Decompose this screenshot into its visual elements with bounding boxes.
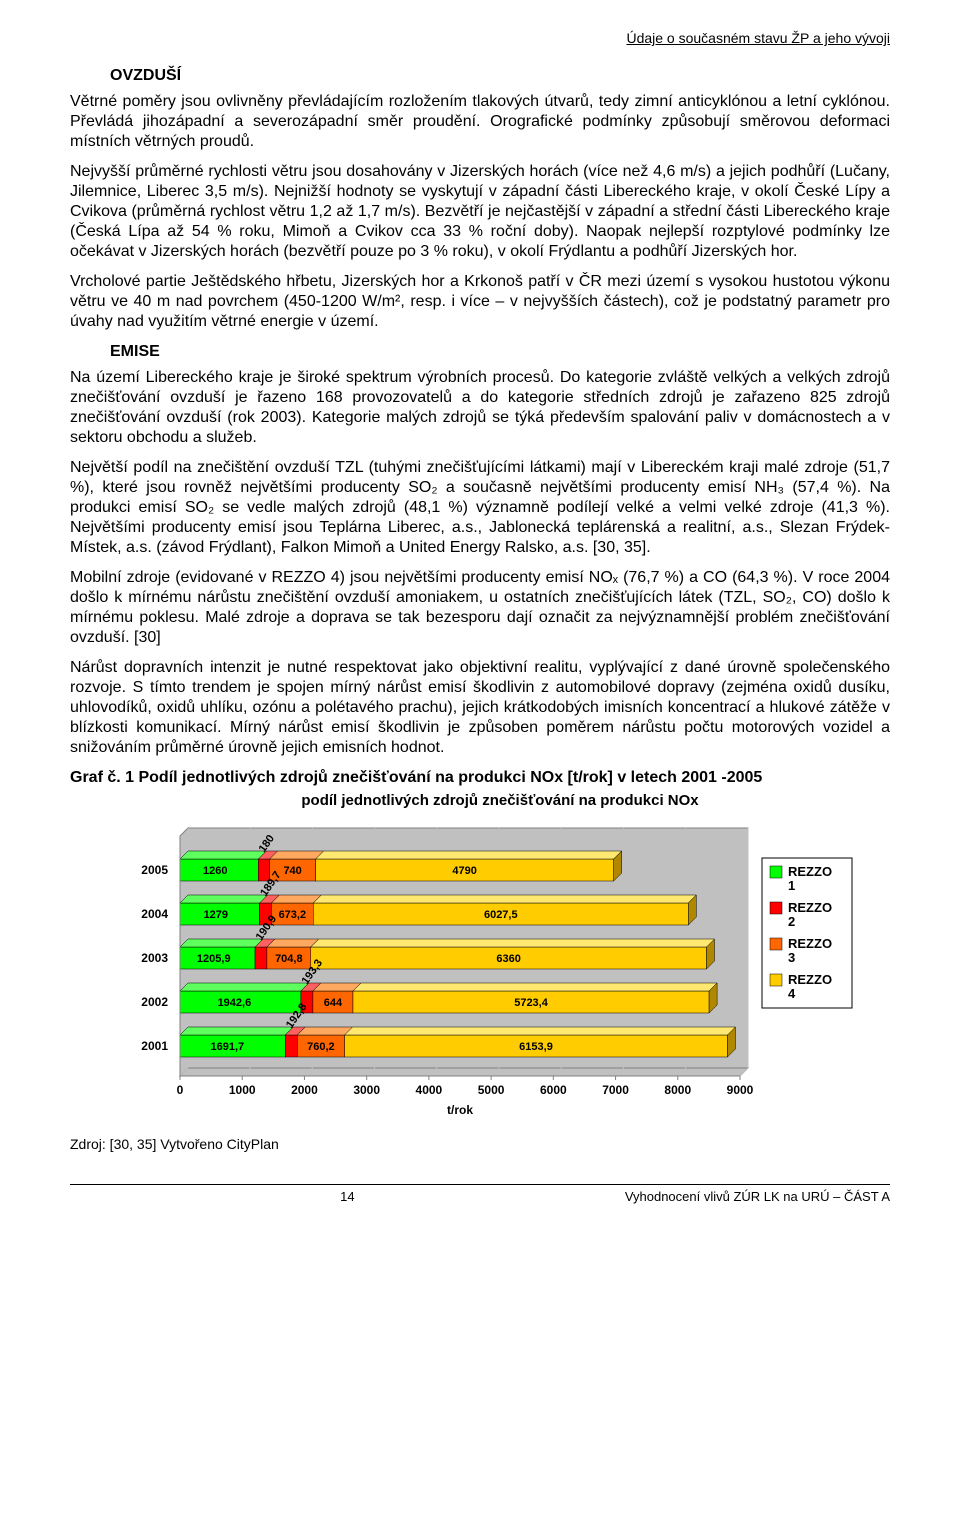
paragraph: Mobilní zdroje (evidované v REZZO 4) jso… xyxy=(70,568,890,648)
section-title-ovzdusi: OVZDUŠÍ xyxy=(110,66,890,86)
svg-text:5723,4: 5723,4 xyxy=(514,997,549,1009)
page-number: 14 xyxy=(340,1189,354,1205)
svg-text:2003: 2003 xyxy=(141,951,168,965)
svg-text:704,8: 704,8 xyxy=(275,953,303,965)
svg-text:2004: 2004 xyxy=(141,907,168,921)
paragraph: Vrcholové partie Ještědského hřbetu, Jiz… xyxy=(70,272,890,332)
svg-text:673,2: 673,2 xyxy=(279,909,307,921)
svg-text:2005: 2005 xyxy=(141,863,168,877)
svg-text:6000: 6000 xyxy=(540,1083,567,1097)
svg-text:3: 3 xyxy=(788,950,795,965)
svg-text:REZZO: REZZO xyxy=(788,972,832,987)
nox-bar-chart: 0 1000 2000 3000 4000 5000 6000 7000 8000 9000 t/r… xyxy=(110,816,870,1126)
svg-text:2001: 2001 xyxy=(141,1039,168,1053)
svg-text:5000: 5000 xyxy=(478,1083,505,1097)
svg-text:6153,9: 6153,9 xyxy=(519,1041,553,1053)
svg-text:1942,6: 1942,6 xyxy=(218,997,252,1009)
paragraph: Větrné poměry jsou ovlivněny převládajíc… xyxy=(70,92,890,152)
chart-container: podíl jednotlivých zdrojů znečišťování n… xyxy=(110,792,890,1127)
svg-text:2: 2 xyxy=(788,914,795,929)
chart-source: Zdroj: [30, 35] Vytvořeno CityPlan xyxy=(70,1136,890,1154)
paragraph: Největší podíl na znečištění ovzduší TZL… xyxy=(70,458,890,558)
svg-text:8000: 8000 xyxy=(664,1083,691,1097)
page: Údaje o současném stavu ŽP a jeho vývoji… xyxy=(0,0,960,1235)
svg-text:2002: 2002 xyxy=(141,995,168,1009)
svg-text:4000: 4000 xyxy=(416,1083,443,1097)
svg-text:t/rok: t/rok xyxy=(447,1103,473,1117)
svg-text:1: 1 xyxy=(788,878,795,893)
svg-text:3000: 3000 xyxy=(353,1083,380,1097)
paragraph: Na území Libereckého kraje je široké spe… xyxy=(70,368,890,448)
svg-text:1000: 1000 xyxy=(229,1083,256,1097)
svg-text:4790: 4790 xyxy=(452,865,476,877)
chart-title: Graf č. 1 Podíl jednotlivých zdrojů zneč… xyxy=(70,768,890,788)
svg-text:1260: 1260 xyxy=(203,865,227,877)
svg-text:6027,5: 6027,5 xyxy=(484,909,518,921)
svg-text:6360: 6360 xyxy=(496,953,520,965)
page-footer: 14 Vyhodnocení vlivů ZÚR LK na URÚ – ČÁS… xyxy=(70,1184,890,1205)
section-title-emise: EMISE xyxy=(110,342,890,362)
svg-text:7000: 7000 xyxy=(602,1083,629,1097)
footer-doc-title: Vyhodnocení vlivů ZÚR LK na URÚ – ČÁST A xyxy=(625,1189,890,1205)
chart-subtitle: podíl jednotlivých zdrojů znečišťování n… xyxy=(110,792,890,811)
svg-text:2000: 2000 xyxy=(291,1083,318,1097)
svg-text:1279: 1279 xyxy=(204,909,228,921)
running-header: Údaje o současném stavu ŽP a jeho vývoji xyxy=(70,30,890,48)
svg-text:1691,7: 1691,7 xyxy=(211,1041,245,1053)
svg-text:0: 0 xyxy=(177,1083,184,1097)
paragraph: Nárůst dopravních intenzit je nutné resp… xyxy=(70,658,890,758)
svg-text:1205,9: 1205,9 xyxy=(197,953,231,965)
svg-text:644: 644 xyxy=(324,997,343,1009)
svg-text:REZZO: REZZO xyxy=(788,936,832,951)
svg-text:4: 4 xyxy=(788,986,796,1001)
svg-text:740: 740 xyxy=(283,865,301,877)
svg-text:760,2: 760,2 xyxy=(307,1041,335,1053)
svg-text:9000: 9000 xyxy=(727,1083,754,1097)
paragraph: Nejvyšší průměrné rychlosti větru jsou d… xyxy=(70,162,890,262)
svg-text:REZZO: REZZO xyxy=(788,900,832,915)
svg-text:REZZO: REZZO xyxy=(788,864,832,879)
